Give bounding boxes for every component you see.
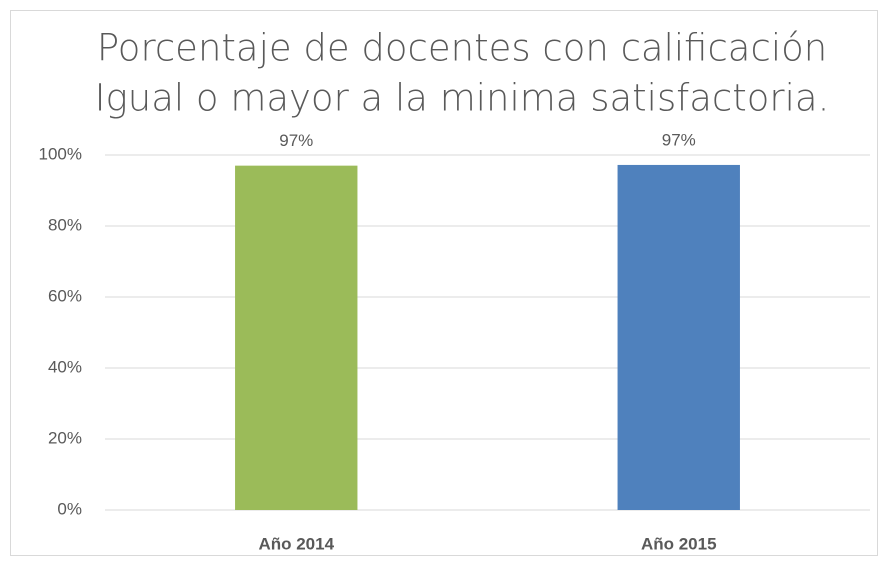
chart-title: Igual o mayor a la minima satisfactoria. — [95, 77, 830, 120]
bar — [617, 164, 740, 510]
chart-title: Porcentaje de docentes con calificación — [97, 27, 827, 70]
x-tick-label: Año 2015 — [641, 534, 717, 553]
y-tick-label: 60% — [48, 286, 82, 305]
y-tick-label: 40% — [48, 357, 82, 376]
bar — [235, 165, 358, 510]
y-tick-label: 20% — [48, 428, 82, 447]
y-tick-label: 0% — [57, 499, 82, 518]
value-label: 97% — [279, 131, 313, 150]
y-tick-label: 100% — [39, 144, 82, 163]
value-label: 97% — [662, 130, 696, 149]
y-tick-label: 80% — [48, 215, 82, 234]
x-tick-label: Año 2014 — [258, 534, 334, 553]
